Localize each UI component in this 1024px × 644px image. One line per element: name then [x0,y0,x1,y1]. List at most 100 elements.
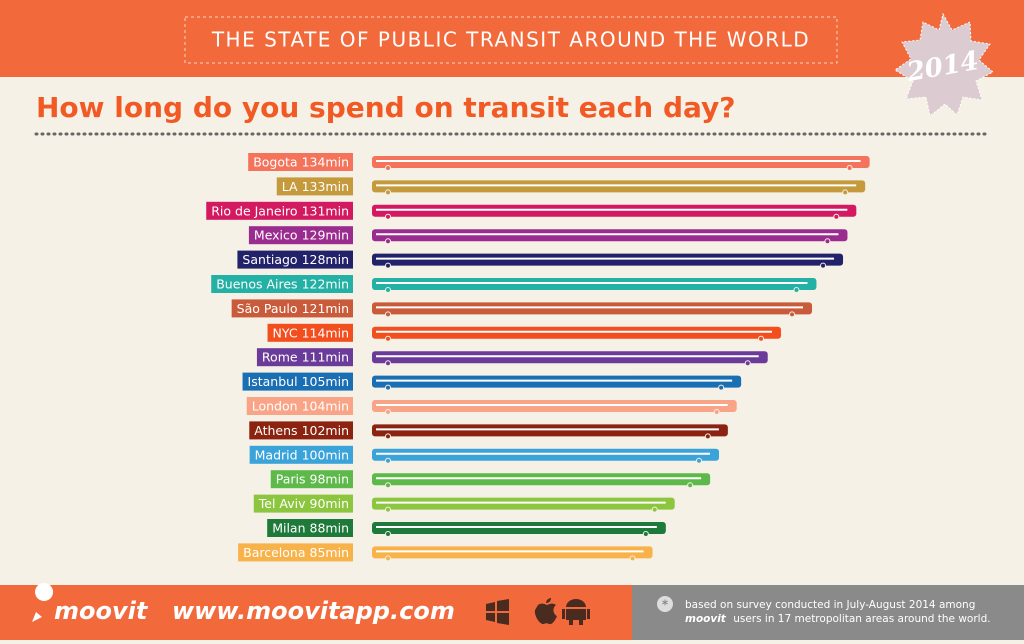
bar-wheel [789,311,796,318]
bar-wheel [842,189,849,196]
note-line2: moovit users in 17 metropolitan areas ar… [685,613,991,625]
header-band [0,0,1024,77]
category-label: Madrid [255,447,298,462]
label-box [249,445,353,464]
label-box [267,323,353,342]
bar-wheel [704,433,711,440]
category-label: Buenos Aires [216,277,297,292]
bar-wheel [651,506,658,513]
value-label: 129min [302,228,349,243]
note-icon-star: * [662,598,669,612]
bar-wheel [833,213,840,220]
category-label: Tel Aviv [258,496,306,511]
bar-wheel [713,409,720,415]
label-box [249,421,353,440]
badge-star [894,12,994,117]
category-label: NYC [273,325,298,340]
category-label: Barcelona [243,545,305,560]
bar-wheel [820,262,827,269]
bar-wheel [385,531,391,537]
bar-wheel [385,384,391,391]
banner-frame [184,16,838,64]
bar-wheel [385,457,391,464]
category-label: Santiago [242,252,297,267]
category-label: Rome [262,350,298,365]
bar-wheel [744,360,751,367]
label-box [248,153,353,171]
bar-wheel [385,262,391,269]
url: www.moovitapp.com [172,597,455,625]
android-icon [562,599,590,625]
value-label: 85min [310,545,349,560]
note-line1: based on survey conducted in July-August… [685,599,975,611]
bar-wheel [642,531,649,537]
value-label: 128min [302,252,349,267]
note-text: users in 17 metropolitan areas around th… [733,613,990,625]
value-label: 98min [310,472,349,487]
label-box [256,348,353,367]
bar-wheel [385,433,391,440]
category-label: London [252,399,298,414]
category-label: Rio de Janeiro [211,203,297,218]
category-label: Bogota [253,155,297,170]
banner: THE STATE OF PUBLIC TRANSIT AROUND THE W… [211,28,810,52]
bar-wheel [385,165,391,171]
category-label: Athens [254,423,297,438]
category-label: Istanbul [248,374,298,389]
bar-wheel [385,555,391,562]
bars: 134min Bogota 133min LA 131min Rio de Janeiro… [206,153,870,562]
value-label: 111min [302,350,349,365]
label-box [248,226,353,245]
value-label: 100min [302,447,349,462]
value-label: 88min [310,521,349,536]
value-label: 105min [302,374,349,389]
bar-wheel [385,409,391,415]
brand-pin [32,583,54,622]
label-box [206,201,353,220]
platform-icons [486,598,590,625]
category-label: Paris [276,472,306,487]
value-label: 131min [302,203,349,218]
label-box [253,494,353,513]
label-box [242,372,353,391]
bar-wheel [385,311,391,318]
bar-wheel [385,213,391,220]
label-box [231,299,353,318]
label-box [246,397,353,415]
bar-wheel [687,482,694,489]
bar-wheel [824,238,831,245]
apple-icon [534,598,557,625]
value-label: 114min [302,325,349,340]
bar-wheel [758,335,765,342]
bar-wheel [385,482,391,489]
bar-wheel [385,360,391,367]
bar-wheel [629,555,636,562]
bar-wheel [385,238,391,245]
bar-wheel [385,287,391,293]
label-box [276,177,353,196]
bar-wheel [385,335,391,342]
windows-icon [486,599,509,625]
label-box [237,250,353,269]
bar-wheel [385,506,391,513]
value-label: 134min [302,155,349,170]
value-label: 133min [302,179,349,194]
bar-wheel [846,165,853,171]
note-box [632,585,1024,640]
value-label: 104min [302,399,349,414]
note-icon [657,596,673,612]
note-brand: moovit [685,613,727,625]
brand: moovit [54,597,149,625]
value-label: 102min [302,423,349,438]
bar-wheel [718,384,725,391]
bar-wheel [696,457,702,464]
label-box [270,470,353,489]
bar-wheel [793,287,800,293]
label-box [267,519,353,537]
category-label: LA [282,179,298,194]
chart-title: How long do you spend on transit each da… [36,91,736,124]
label-box [211,275,353,293]
category-label: São Paulo [237,301,298,316]
category-label: Mexico [254,228,298,243]
